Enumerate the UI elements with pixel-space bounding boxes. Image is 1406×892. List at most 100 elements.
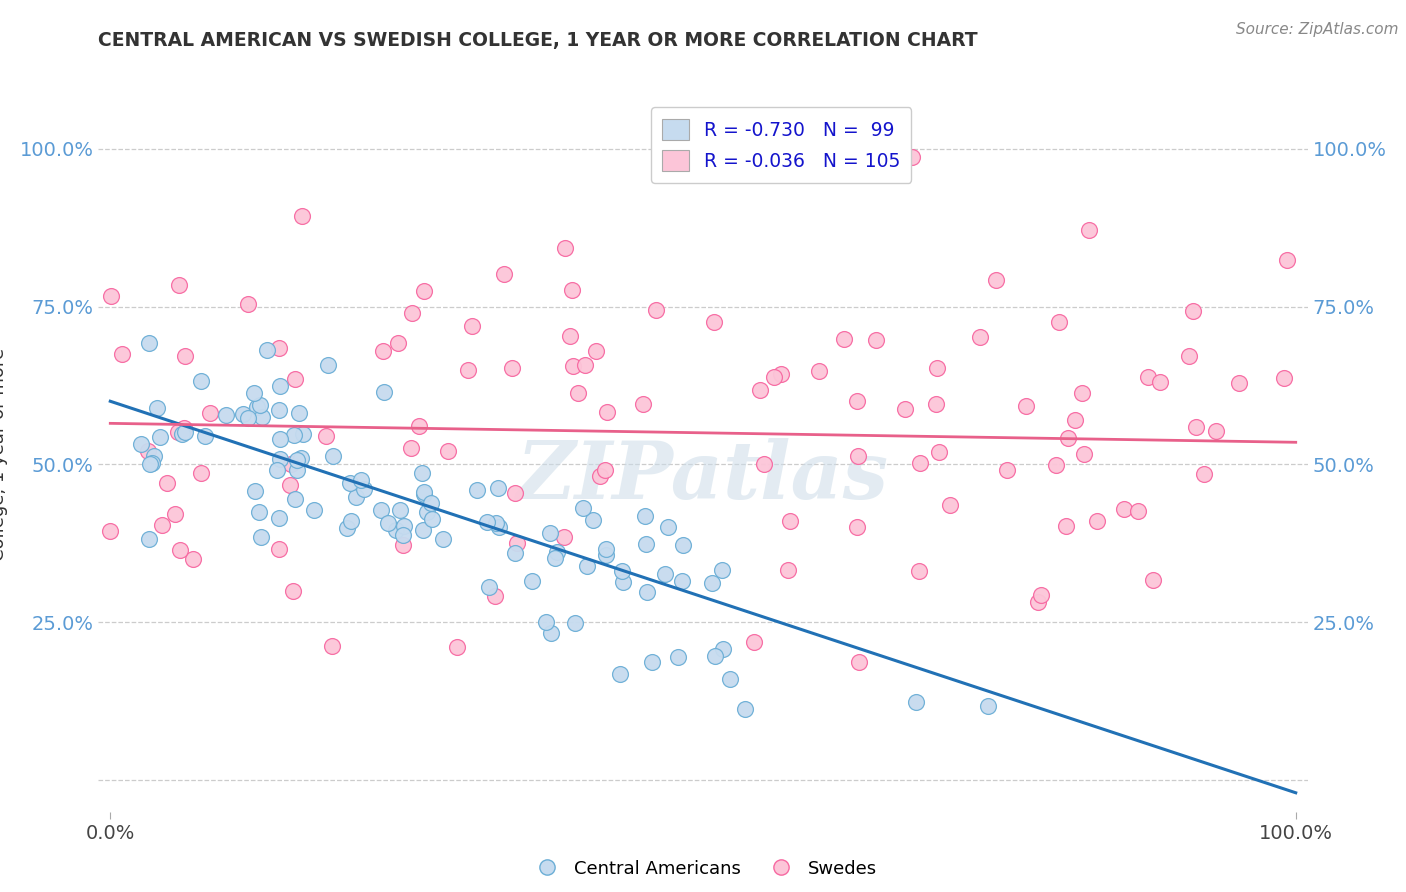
Point [752, 457, 775, 471]
Point [1064, 412, 1087, 426]
Point [1045, 458, 1067, 473]
Point [901, 150, 924, 164]
Point [238, 411, 260, 425]
Point [540, 625, 562, 640]
Point [291, 426, 314, 441]
Point [494, 267, 516, 281]
Point [243, 386, 266, 401]
Point [302, 503, 325, 517]
Point [564, 615, 586, 630]
Point [250, 410, 273, 425]
Point [848, 656, 870, 670]
Point [1142, 573, 1164, 587]
Point [1272, 370, 1295, 384]
Point [834, 332, 856, 346]
Point [486, 481, 509, 495]
Point [141, 456, 163, 470]
Point [478, 580, 501, 594]
Point [412, 523, 434, 537]
Point [149, 430, 172, 444]
Point [269, 432, 291, 446]
Point [718, 672, 741, 686]
Point [411, 466, 433, 480]
Text: ZIPatlas: ZIPatlas [517, 438, 889, 515]
Point [779, 515, 801, 529]
Point [420, 511, 443, 525]
Point [388, 503, 411, 517]
Point [742, 635, 765, 649]
Point [243, 484, 266, 499]
Point [198, 406, 221, 420]
Point [215, 409, 238, 423]
Point [267, 402, 290, 417]
Point [170, 427, 193, 442]
Point [894, 402, 917, 417]
Point [1026, 595, 1049, 609]
Point [506, 536, 529, 550]
Point [908, 564, 931, 578]
Point [100, 289, 122, 303]
Point [399, 441, 422, 455]
Point [484, 590, 506, 604]
Point [703, 649, 725, 664]
Point [416, 506, 439, 520]
Point [339, 476, 361, 491]
Point [560, 329, 582, 343]
Point [485, 516, 508, 530]
Point [249, 398, 271, 412]
Point [554, 241, 576, 255]
Point [413, 484, 436, 499]
Point [904, 695, 927, 709]
Point [288, 406, 311, 420]
Point [336, 521, 359, 535]
Point [534, 615, 557, 630]
Point [520, 574, 543, 589]
Point [290, 451, 312, 466]
Point [281, 583, 304, 598]
Point [1185, 420, 1208, 434]
Point [247, 505, 270, 519]
Point [593, 463, 616, 477]
Point [285, 463, 308, 477]
Point [256, 343, 278, 358]
Point [865, 333, 887, 347]
Point [174, 349, 197, 363]
Point [700, 575, 723, 590]
Point [350, 473, 373, 487]
Point [1070, 385, 1092, 400]
Point [846, 394, 869, 409]
Point [284, 492, 307, 507]
Point [631, 397, 654, 411]
Point [928, 445, 950, 459]
Point [163, 508, 186, 522]
Point [316, 358, 339, 372]
Point [546, 545, 568, 559]
Point [574, 359, 596, 373]
Point [156, 476, 179, 491]
Point [553, 530, 575, 544]
Point [1114, 502, 1136, 516]
Point [567, 386, 589, 401]
Point [167, 425, 190, 440]
Point [595, 542, 617, 557]
Point [231, 407, 253, 421]
Point [373, 344, 395, 359]
Point [401, 306, 423, 320]
Point [1029, 588, 1052, 602]
Point [572, 500, 595, 515]
Point [595, 548, 617, 562]
Point [457, 363, 479, 377]
Point [995, 463, 1018, 477]
Point [808, 364, 831, 378]
Point [250, 530, 273, 544]
Point [190, 374, 212, 388]
Point [969, 330, 991, 344]
Point [190, 467, 212, 481]
Point [269, 541, 291, 556]
Point [505, 485, 527, 500]
Point [238, 297, 260, 311]
Point [488, 520, 510, 534]
Point [1078, 223, 1101, 237]
Point [1181, 303, 1204, 318]
Point [711, 563, 734, 577]
